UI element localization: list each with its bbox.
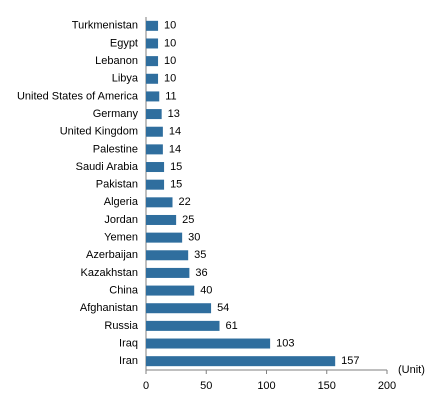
value-label: 54 — [217, 302, 229, 314]
x-tick-label: 0 — [143, 380, 149, 392]
y-tick-label: Azerbaijan — [86, 249, 138, 261]
bar — [146, 267, 190, 278]
value-label: 22 — [179, 196, 191, 208]
y-tick-label: Iraq — [119, 337, 138, 349]
bar — [146, 285, 195, 296]
bar — [146, 356, 336, 367]
y-tick-label: Libya — [112, 73, 139, 85]
value-label: 10 — [164, 55, 176, 67]
y-tick-label: Lebanon — [95, 55, 138, 67]
y-tick-label: China — [109, 284, 139, 296]
value-label: 40 — [200, 284, 212, 296]
bar — [146, 162, 165, 173]
bar — [146, 197, 173, 208]
value-label: 25 — [182, 214, 194, 226]
value-label: 10 — [164, 20, 176, 32]
bar — [146, 214, 177, 225]
value-label: 15 — [170, 179, 182, 191]
value-label: 10 — [164, 37, 176, 49]
y-tick-label: Pakistan — [96, 179, 138, 191]
y-tick-label: United Kingdom — [60, 126, 138, 138]
value-label: 61 — [226, 320, 238, 332]
x-tick-label: 150 — [318, 380, 336, 392]
y-tick-label: Russia — [104, 320, 139, 332]
value-label: 157 — [341, 355, 359, 367]
x-tick-label: 200 — [378, 380, 396, 392]
unit-label: (Unit) — [398, 364, 425, 376]
bar — [146, 109, 162, 120]
value-label: 30 — [188, 232, 200, 244]
value-label: 11 — [165, 90, 176, 102]
value-label: 14 — [169, 143, 181, 155]
value-label: 103 — [276, 337, 294, 349]
y-tick-label: Yemen — [104, 232, 138, 244]
y-tick-label: Iran — [119, 355, 138, 367]
bar — [146, 320, 220, 331]
y-tick-label: Saudi Arabia — [76, 161, 139, 173]
bar — [146, 38, 159, 49]
bar — [146, 250, 189, 261]
value-label: 10 — [164, 73, 176, 85]
bar — [146, 91, 160, 102]
value-label: 35 — [194, 249, 206, 261]
y-tick-label: Afghanistan — [80, 302, 138, 314]
y-tick-label: Germany — [93, 108, 139, 120]
bar — [146, 179, 165, 190]
y-tick-label: Egypt — [110, 37, 138, 49]
value-label: 14 — [169, 126, 181, 138]
y-tick-label: Algeria — [104, 196, 139, 208]
bar — [146, 126, 163, 137]
y-tick-label: Kazakhstan — [81, 267, 138, 279]
bar — [146, 73, 159, 84]
bar — [146, 232, 183, 243]
x-tick-label: 50 — [200, 380, 212, 392]
bar — [146, 303, 212, 314]
bar — [146, 338, 271, 349]
y-tick-label: Palestine — [93, 143, 138, 155]
x-tick-label: 100 — [257, 380, 275, 392]
value-label: 15 — [170, 161, 182, 173]
bar — [146, 20, 159, 31]
y-tick-label: Turkmenistan — [72, 20, 138, 32]
y-tick-label: United States of America — [17, 90, 139, 102]
value-label: 13 — [168, 108, 180, 120]
y-tick-label: Jordan — [104, 214, 138, 226]
bar — [146, 56, 159, 67]
bar — [146, 144, 163, 155]
value-label: 36 — [195, 267, 207, 279]
